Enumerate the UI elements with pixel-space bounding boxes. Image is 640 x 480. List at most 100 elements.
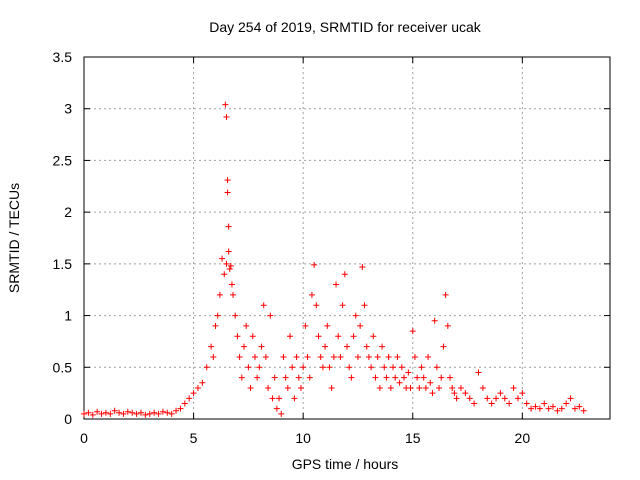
data-point: [269, 395, 276, 402]
data-point: [319, 364, 326, 371]
data-point: [471, 400, 478, 407]
data-point: [224, 177, 231, 184]
data-point: [372, 374, 379, 381]
data-point: [451, 390, 458, 397]
data-point: [137, 409, 144, 416]
data-point: [304, 353, 311, 360]
data-point: [571, 405, 578, 412]
data-point: [436, 384, 443, 391]
data-point: [554, 407, 561, 414]
data-point: [567, 395, 574, 402]
data-point: [295, 374, 302, 381]
data-point: [447, 374, 454, 381]
data-point: [228, 281, 235, 288]
data-point: [262, 353, 269, 360]
data-point: [418, 364, 425, 371]
data-point: [348, 374, 355, 381]
x-tick-label: 0: [80, 430, 88, 446]
data-point: [190, 390, 197, 397]
data-point: [545, 405, 552, 412]
x-axis-label: GPS time / hours: [292, 456, 399, 472]
data-point: [368, 364, 375, 371]
data-point: [256, 364, 263, 371]
data-point: [383, 374, 390, 381]
data-point: [337, 353, 344, 360]
data-point: [449, 384, 456, 391]
data-point: [212, 322, 219, 329]
data-point: [94, 408, 101, 415]
data-point: [271, 374, 278, 381]
data-point: [416, 384, 423, 391]
data-point: [227, 262, 234, 269]
data-point: [159, 408, 166, 415]
data-point: [129, 409, 136, 416]
data-point: [514, 395, 521, 402]
data-point: [414, 374, 421, 381]
data-point: [251, 353, 258, 360]
data-point: [457, 384, 464, 391]
data-point: [225, 223, 232, 230]
y-tick-label: 1.5: [53, 256, 73, 272]
data-point: [216, 291, 223, 298]
data-point: [210, 353, 217, 360]
data-point: [335, 333, 342, 340]
data-point: [409, 328, 416, 335]
data-point: [532, 403, 539, 410]
data-point: [563, 400, 570, 407]
data-point: [306, 374, 313, 381]
data-point: [488, 400, 495, 407]
data-point: [475, 369, 482, 376]
data-point: [444, 322, 451, 329]
data-point: [324, 322, 331, 329]
data-point: [536, 405, 543, 412]
data-point: [142, 411, 149, 418]
data-point: [214, 312, 221, 319]
data-point: [293, 353, 300, 360]
plot-frame: [83, 56, 611, 420]
data-point: [98, 410, 105, 417]
y-tick-label: 2.5: [53, 152, 73, 168]
data-point: [422, 384, 429, 391]
data-point: [385, 353, 392, 360]
data-point: [381, 364, 388, 371]
data-point: [297, 384, 304, 391]
data-point: [85, 409, 92, 416]
data-point: [431, 317, 438, 324]
data-point: [265, 384, 272, 391]
data-point: [234, 333, 241, 340]
data-point: [328, 384, 335, 391]
data-point: [370, 333, 377, 340]
data-point: [225, 248, 232, 255]
data-point: [133, 410, 140, 417]
y-tick-label: 2: [64, 204, 72, 220]
x-tick-label: 20: [515, 430, 531, 446]
data-point: [493, 395, 500, 402]
data-point: [550, 403, 557, 410]
data-point: [276, 395, 283, 402]
y-axis-ticks: 0 0.5 1 1.5 2 2.5 3 3.5: [53, 49, 610, 427]
data-point: [576, 403, 583, 410]
data-point: [151, 409, 158, 416]
data-point: [222, 101, 229, 108]
data-point: [322, 343, 329, 350]
data-point: [497, 390, 504, 397]
x-tick-label: 15: [405, 430, 421, 446]
data-point: [440, 343, 447, 350]
data-point: [361, 302, 368, 309]
data-point: [273, 405, 280, 412]
data-point: [528, 405, 535, 412]
data-point: [365, 353, 372, 360]
data-point: [173, 407, 180, 414]
data-point: [203, 364, 210, 371]
data-point: [311, 261, 318, 268]
data-point: [168, 410, 175, 417]
data-point: [280, 353, 287, 360]
y-axis-label: SRMTID / TECUs: [6, 183, 22, 293]
data-point: [506, 400, 513, 407]
data-point: [116, 409, 123, 416]
data-point: [462, 390, 469, 397]
data-point: [89, 411, 96, 418]
data-point: [433, 364, 440, 371]
data-point: [186, 395, 193, 402]
